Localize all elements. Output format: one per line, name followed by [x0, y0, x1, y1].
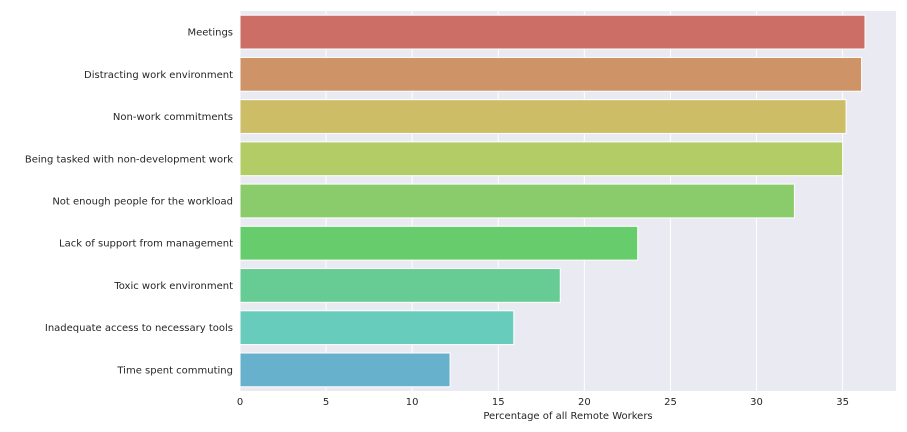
bars — [239, 14, 866, 388]
x-axis-title: Percentage of all Remote Workers — [483, 411, 652, 422]
category-label: Non-work commitments — [113, 112, 233, 123]
bar — [239, 268, 561, 303]
bar — [239, 352, 451, 388]
bar — [239, 14, 866, 50]
x-tick-label: 20 — [578, 397, 591, 408]
x-tick-label: 25 — [664, 397, 677, 408]
x-tick-label: 30 — [750, 397, 763, 408]
bar — [239, 99, 847, 134]
x-tick-label: 0 — [237, 397, 243, 408]
category-labels: Meetings Distracting work environment Non-… — [25, 28, 233, 377]
x-tick-label: 10 — [406, 397, 419, 408]
category-label: Time spent commuting — [116, 365, 233, 376]
category-label: Toxic work environment — [113, 281, 233, 292]
category-label: Lack of support from management — [59, 239, 233, 250]
bar — [239, 310, 515, 346]
x-tick-label: 5 — [323, 397, 329, 408]
category-label: Not enough people for the workload — [52, 197, 233, 208]
x-tick-labels: 0 5 10 15 20 25 30 35 — [237, 397, 849, 408]
category-label: Inadequate access to necessary tools — [45, 323, 233, 334]
x-tick-label: 15 — [492, 397, 505, 408]
bar — [239, 141, 844, 177]
bar — [239, 183, 795, 219]
x-tick-label: 35 — [836, 397, 849, 408]
bar — [239, 56, 863, 92]
category-label: Being tasked with non-development work — [25, 154, 233, 165]
category-label: Distracting work environment — [84, 70, 233, 81]
category-label: Meetings — [187, 28, 233, 39]
bar — [239, 225, 639, 261]
